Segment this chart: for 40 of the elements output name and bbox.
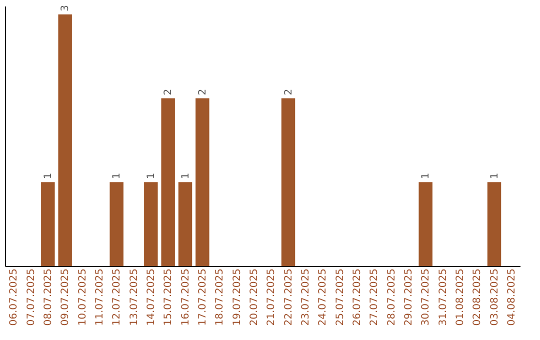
x-tick-label: 04.08.2025 xyxy=(506,268,518,326)
x-tick-label: 10.07.2025 xyxy=(77,268,88,326)
x-tick-label: 23.07.2025 xyxy=(300,268,312,326)
data-label: 1 xyxy=(489,172,500,180)
x-tick-label: 12.07.2025 xyxy=(112,268,123,326)
x-tick-label: 28.07.2025 xyxy=(386,268,398,326)
x-tick-label: 22.07.2025 xyxy=(283,268,294,326)
x-tick-label: 27.07.2025 xyxy=(369,268,380,326)
x-tick-label: 29.07.2025 xyxy=(403,268,414,326)
data-label: 1 xyxy=(180,172,192,180)
data-label: 1 xyxy=(42,172,54,180)
x-tick-label: 01.08.2025 xyxy=(454,268,466,326)
x-tick-label: 09.07.2025 xyxy=(60,268,72,326)
x-tick-label: 21.07.2025 xyxy=(266,268,278,326)
x-tick-label: 30.07.2025 xyxy=(420,268,432,326)
x-tick-label: 08.07.2025 xyxy=(42,268,54,326)
x-tick-label: 11.07.2025 xyxy=(94,268,106,326)
x-tick-label: 25.07.2025 xyxy=(334,268,346,326)
data-label: 1 xyxy=(146,172,157,180)
x-tick-label: 19.07.2025 xyxy=(232,268,243,326)
x-tick-label: 13.07.2025 xyxy=(128,268,140,326)
x-tick-label: 06.07.2025 xyxy=(8,268,20,326)
x-tick-label: 31.07.2025 xyxy=(438,268,449,326)
data-label: 2 xyxy=(163,88,174,96)
x-tick-label: 24.07.2025 xyxy=(318,268,329,326)
x-tick-label: 15.07.2025 xyxy=(163,268,174,326)
x-tick-label: 20.07.2025 xyxy=(248,268,260,326)
x-tick-label: 16.07.2025 xyxy=(180,268,192,326)
x-tick-label: 07.07.2025 xyxy=(26,268,37,326)
x-tick-label: 03.08.2025 xyxy=(489,268,500,326)
x-tick-label: 17.07.2025 xyxy=(197,268,208,326)
x-tick-label: 18.07.2025 xyxy=(214,268,226,326)
data-label: 1 xyxy=(420,172,432,180)
x-tick-label: 26.07.2025 xyxy=(352,268,363,326)
data-label: 2 xyxy=(197,88,208,96)
data-label: 2 xyxy=(283,88,294,96)
x-tick-label: 02.08.2025 xyxy=(472,268,484,326)
data-label: 3 xyxy=(60,5,72,12)
data-label: 1 xyxy=(112,172,123,180)
x-tick-label: 14.07.2025 xyxy=(146,268,157,326)
